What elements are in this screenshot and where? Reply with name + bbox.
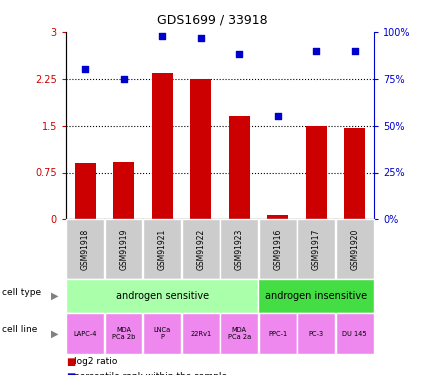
Text: ■: ■ [66, 357, 75, 368]
Text: GSM91921: GSM91921 [158, 229, 167, 270]
Bar [152, 72, 173, 219]
Text: MDA
PCa 2a: MDA PCa 2a [227, 327, 251, 340]
Point [159, 33, 166, 39]
Point [197, 34, 204, 40]
Text: androgen sensitive: androgen sensitive [116, 291, 209, 301]
Text: GDS1699 / 33918: GDS1699 / 33918 [157, 13, 268, 26]
Bar [229, 116, 250, 219]
Text: GSM91920: GSM91920 [350, 229, 359, 270]
Text: ▶: ▶ [51, 291, 58, 301]
Bar [190, 79, 211, 219]
Text: LNCa
P: LNCa P [153, 327, 171, 340]
Text: GSM91917: GSM91917 [312, 229, 321, 270]
Text: 22Rv1: 22Rv1 [190, 331, 211, 337]
Text: MDA
PCa 2b: MDA PCa 2b [112, 327, 135, 340]
Text: cell line: cell line [2, 326, 37, 334]
Point [236, 51, 243, 57]
Text: cell type: cell type [2, 288, 41, 297]
Bar [74, 163, 96, 219]
Text: ■: ■ [66, 372, 75, 375]
Bar [306, 126, 327, 219]
Text: DU 145: DU 145 [343, 331, 367, 337]
Point [313, 48, 320, 54]
Text: GSM91918: GSM91918 [81, 229, 90, 270]
Text: percentile rank within the sample: percentile rank within the sample [74, 372, 227, 375]
Text: GSM91919: GSM91919 [119, 229, 128, 270]
Text: GSM91923: GSM91923 [235, 229, 244, 270]
Text: androgen insensitive: androgen insensitive [265, 291, 367, 301]
Point [120, 76, 127, 82]
Bar [267, 215, 288, 219]
Bar [113, 162, 134, 219]
Text: GSM91916: GSM91916 [273, 229, 282, 270]
Bar [344, 128, 366, 219]
Point [274, 113, 281, 119]
Point [351, 48, 358, 54]
Text: ▶: ▶ [51, 329, 58, 339]
Point [82, 66, 88, 72]
Text: LAPC-4: LAPC-4 [74, 331, 97, 337]
Text: log2 ratio: log2 ratio [74, 357, 118, 366]
Text: GSM91922: GSM91922 [196, 229, 205, 270]
Text: PPC-1: PPC-1 [268, 331, 287, 337]
Text: PC-3: PC-3 [309, 331, 324, 337]
